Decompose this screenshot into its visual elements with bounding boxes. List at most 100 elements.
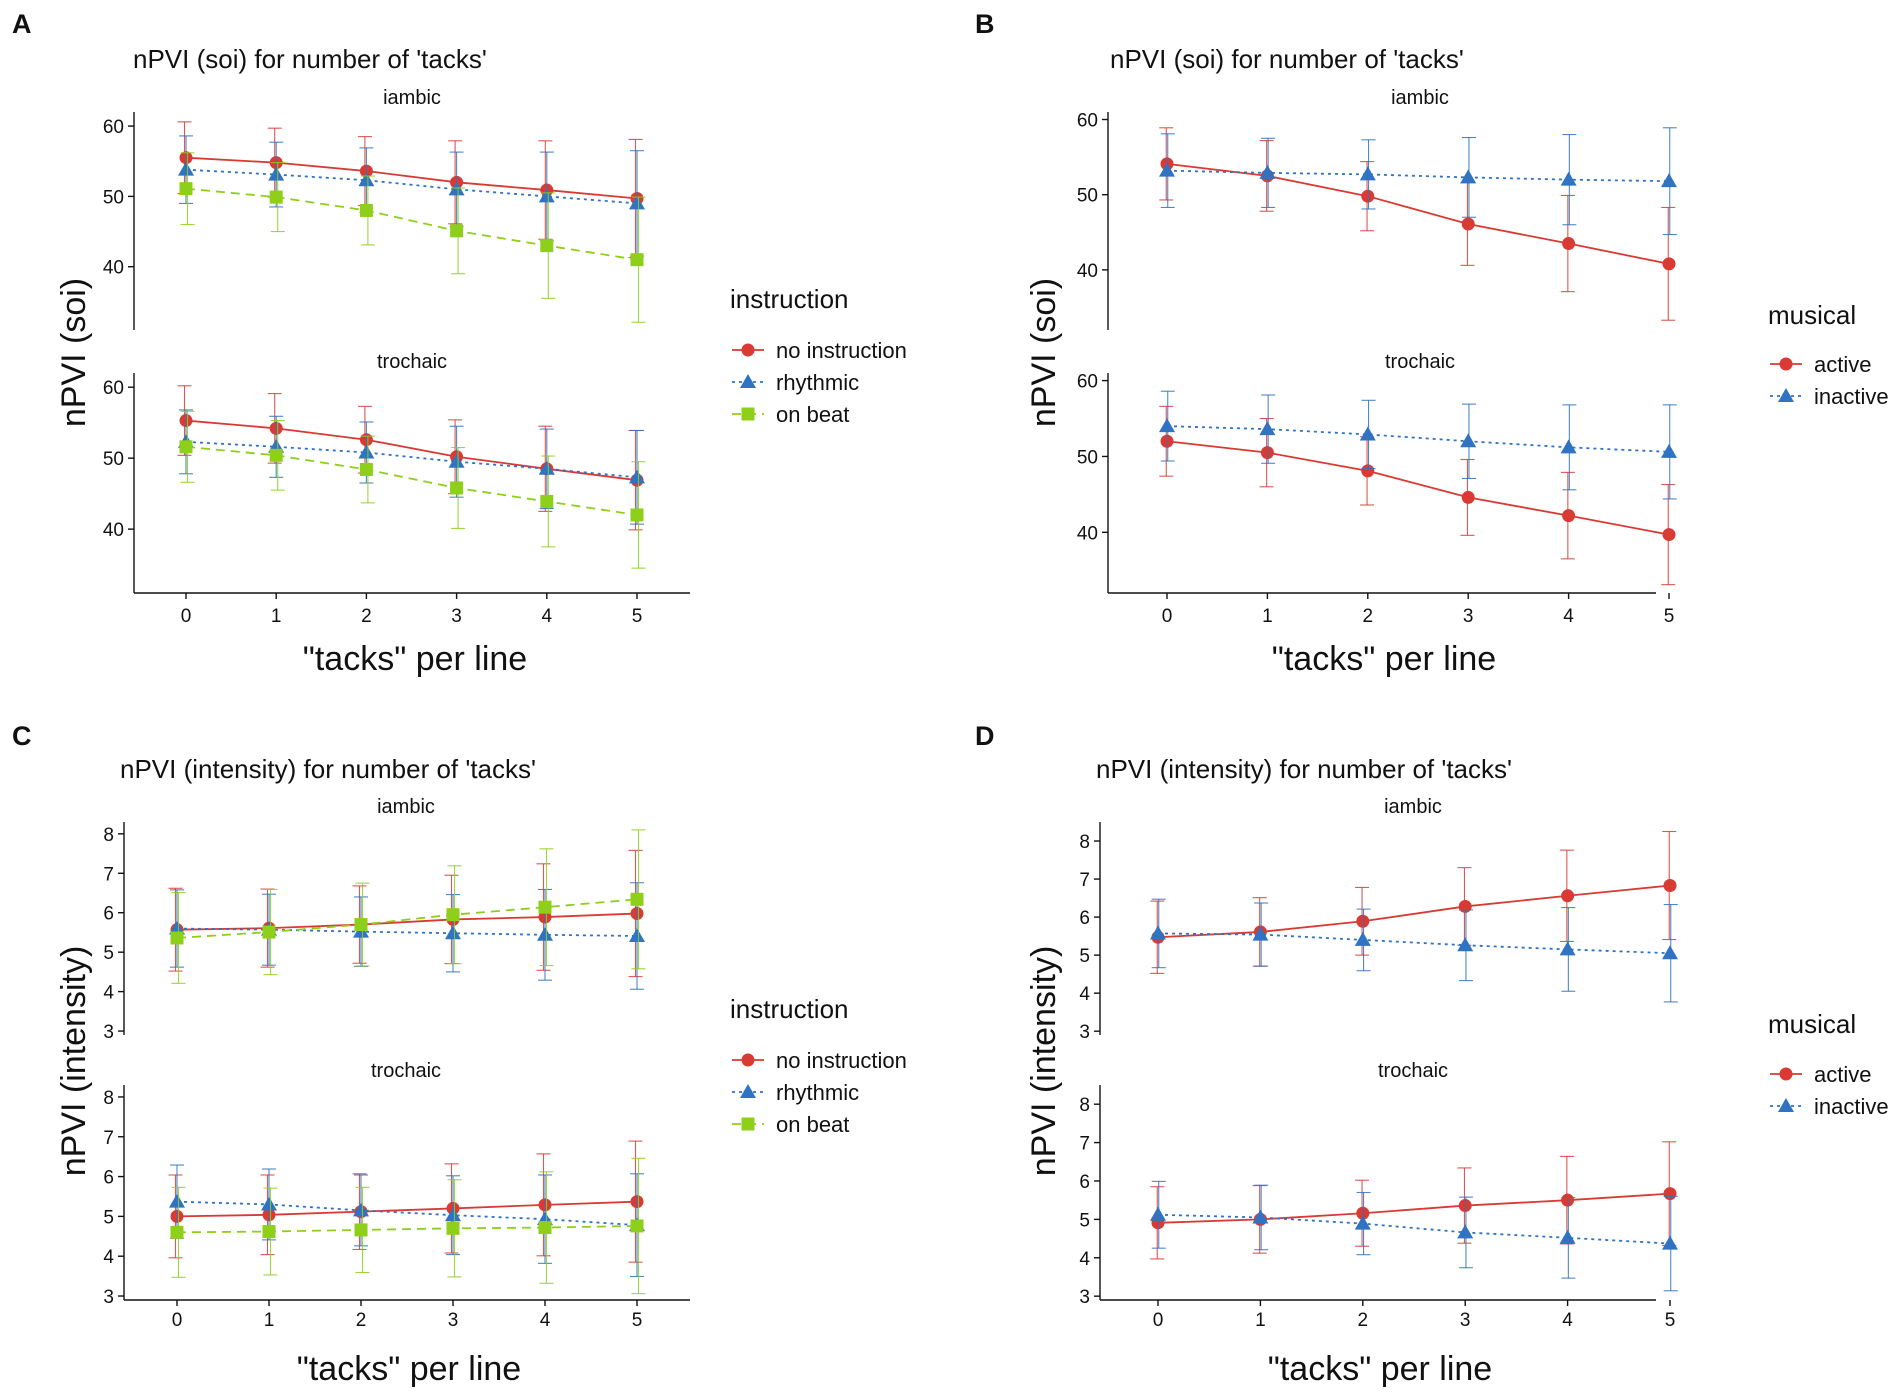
x-tick-label: 5: [632, 1310, 643, 1331]
data-point: [540, 239, 554, 253]
facet-label: trochaic: [1378, 1060, 1448, 1082]
legend-swatch-marker: [1778, 388, 1794, 402]
legend-item-label: active: [1814, 352, 1871, 377]
series-inactive: [1159, 390, 1677, 500]
series-line: [176, 898, 638, 939]
data-point: [1461, 217, 1475, 231]
y-tick-label: 50: [103, 449, 124, 470]
facet-trochaic: trochaic 40 50 60: [1077, 351, 1677, 593]
y-tick-label: 8: [1079, 832, 1090, 853]
chart-title: nPVI (soi) for number of 'tacks': [1110, 44, 1464, 74]
data-point: [1662, 257, 1676, 271]
legend-swatch-marker: [741, 1117, 755, 1131]
y-tick-label: 7: [103, 1128, 114, 1149]
data-point: [1356, 914, 1370, 928]
x-tick-label: 3: [1460, 1310, 1471, 1331]
series-line: [176, 927, 638, 937]
x-tick-label: 5: [1665, 1310, 1676, 1331]
data-point: [538, 460, 555, 475]
series-line: [176, 912, 638, 931]
x-axis-label: "tacks" per line: [1268, 1350, 1492, 1388]
data-point: [629, 195, 645, 210]
x-tick-label: 0: [181, 606, 192, 627]
data-point: [540, 494, 554, 508]
y-tick-label: 5: [103, 1207, 114, 1228]
data-point: [1359, 426, 1376, 441]
data-point: [445, 1207, 461, 1222]
series-line: [185, 187, 638, 261]
x-axis-label: "tacks" per line: [1272, 640, 1496, 678]
y-tick-label: 7: [1079, 1134, 1090, 1155]
series-line: [1157, 884, 1671, 939]
legend-item-label: active: [1814, 1062, 1871, 1087]
series-on-beat: [179, 410, 646, 569]
y-tick-label: 8: [1079, 1095, 1090, 1116]
y-tick-label: 3: [1079, 1287, 1090, 1308]
data-point: [1159, 162, 1175, 177]
data-point: [445, 925, 461, 940]
chart-title: nPVI (intensity) for number of 'tacks': [1096, 754, 1512, 784]
series-line: [176, 1200, 638, 1218]
data-point: [268, 166, 285, 181]
data-point: [1361, 464, 1375, 478]
legend-item-label: on beat: [776, 402, 849, 427]
data-point: [538, 900, 552, 914]
data-point: [1356, 1206, 1370, 1220]
data-point: [359, 203, 373, 217]
data-point: [1561, 1193, 1575, 1207]
data-point: [446, 1221, 460, 1235]
y-tick-label: 40: [1077, 261, 1098, 282]
data-point: [1562, 237, 1576, 251]
x-axis-label: "tacks" per line: [297, 1350, 521, 1388]
series-on-beat: [179, 152, 646, 323]
facet-trochaic: trochaic 3 4 5 6 7 8: [103, 1060, 646, 1308]
y-tick-label: 6: [1079, 1172, 1090, 1193]
x-tick-label: 1: [1255, 1310, 1266, 1331]
panel-letter: A: [12, 9, 32, 39]
y-tick-label: 4: [103, 1247, 114, 1268]
data-point: [450, 224, 464, 238]
legend-title: instruction: [730, 994, 849, 1024]
y-tick-label: 3: [103, 1022, 114, 1043]
data-point: [353, 1202, 369, 1217]
data-point: [269, 448, 283, 462]
data-point: [1150, 1206, 1166, 1221]
facet-label: trochaic: [377, 351, 447, 373]
y-tick-label: 4: [1079, 984, 1090, 1005]
series-line: [1157, 932, 1671, 955]
y-tick-label: 7: [103, 864, 114, 885]
y-axis-label: nPVI (intensity): [1025, 946, 1063, 1177]
legend: musical active inactive: [1768, 300, 1889, 409]
data-point: [1359, 166, 1376, 181]
data-point: [1458, 1199, 1472, 1213]
y-tick-label: 50: [1077, 186, 1098, 207]
data-point: [262, 1225, 276, 1239]
series-line: [185, 445, 638, 516]
y-tick-label: 40: [103, 520, 124, 541]
x-axis-label: "tacks" per line: [303, 640, 527, 678]
facet-trochaic: trochaic 40 50 60: [103, 351, 646, 593]
data-point: [1160, 434, 1174, 448]
y-tick-label: 60: [103, 117, 124, 138]
series-inactive: [1150, 1180, 1678, 1292]
data-point: [1560, 439, 1577, 454]
chart-title: nPVI (soi) for number of 'tacks': [133, 44, 487, 74]
y-tick-label: 8: [103, 825, 114, 846]
x-tick-label: 3: [448, 1310, 459, 1331]
data-point: [354, 918, 368, 932]
facet-iambic: iambic 3 4 5 6 7 8: [1079, 796, 1678, 1043]
series-line: [1157, 1192, 1671, 1224]
legend-swatch-marker: [1779, 357, 1793, 371]
data-point: [1458, 899, 1472, 913]
data-point: [1663, 879, 1677, 893]
legend-item-label: rhythmic: [776, 1080, 859, 1105]
x-tick-label: 2: [356, 1310, 367, 1331]
legend-swatch-marker: [740, 374, 756, 388]
data-point: [178, 161, 194, 176]
data-point: [629, 469, 645, 484]
series-line: [176, 1200, 638, 1227]
series-no-instruction: [168, 1140, 644, 1263]
y-tick-label: 60: [1077, 111, 1098, 132]
